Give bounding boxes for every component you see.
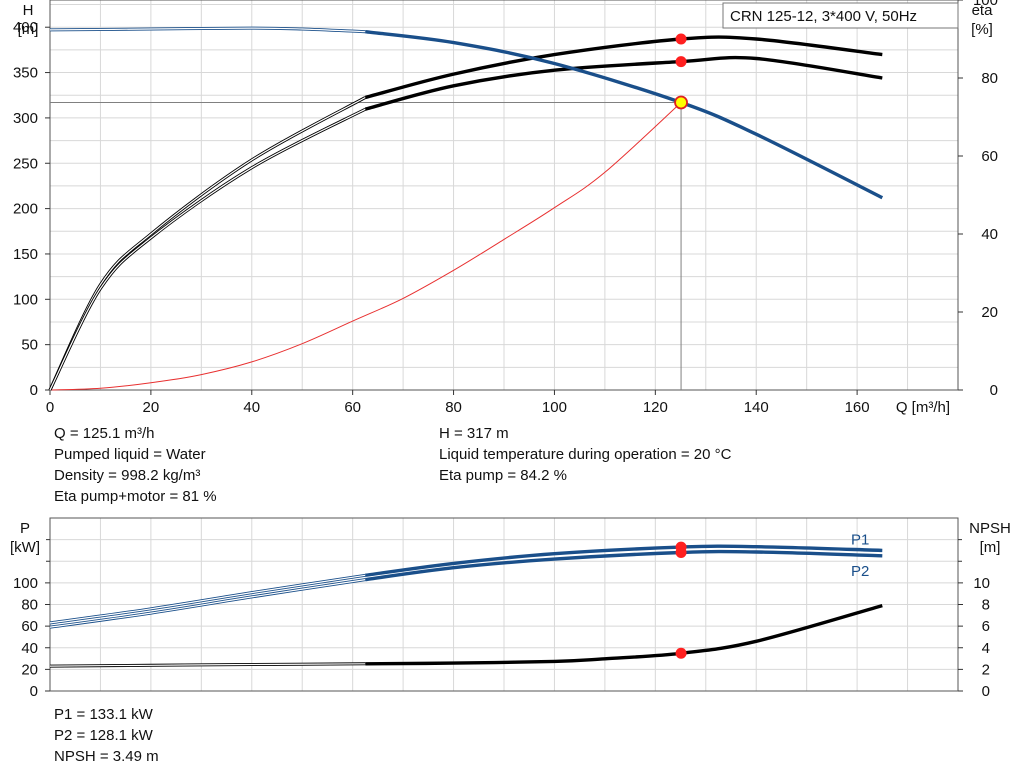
y-left-tick-label: 50 xyxy=(21,337,38,354)
p1-curve xyxy=(365,544,883,577)
x-tick-label: 20 xyxy=(143,399,160,416)
y-left-tick-label: 200 xyxy=(13,201,38,218)
eta-pump-op-marker xyxy=(675,56,687,68)
y-right-tick-label: 0 xyxy=(990,382,998,399)
p1-curve-outline-inner xyxy=(49,574,366,624)
p2-readout: P2 = 128.1 kW xyxy=(54,727,153,744)
info-top-left: Q = 125.1 m³/h Pumped liquid = Water Den… xyxy=(54,423,217,507)
p2-curve xyxy=(365,549,883,582)
eta-pump-motor-curve xyxy=(364,35,883,100)
eta-pump-readout: Eta pump = 84.2 % xyxy=(439,467,567,484)
y-left-tick-label: 40 xyxy=(21,640,38,657)
y-left-tick-label: 150 xyxy=(13,246,38,263)
y-right-tick-label: 60 xyxy=(981,148,998,165)
y-right-tick-label: 6 xyxy=(982,618,990,635)
y-right-tick-label: 8 xyxy=(982,597,990,614)
y-right-tick-label: 80 xyxy=(981,70,998,87)
pumped-liquid-readout: Pumped liquid = Water xyxy=(54,446,206,463)
y-left-tick-label: 100 xyxy=(13,575,38,592)
y-left-tick-label: 0 xyxy=(30,382,38,399)
x-tick-label: 140 xyxy=(744,399,769,416)
eta-pump-motor-op-marker xyxy=(675,33,687,45)
y-left-tick-label: 400 xyxy=(13,19,38,36)
eta-pump-motor-curve-outline xyxy=(48,96,367,391)
npsh-readout: NPSH = 3.49 m xyxy=(54,748,159,765)
info-top-right: H = 317 m Liquid temperature during oper… xyxy=(439,423,731,486)
top-plot-frame xyxy=(49,0,959,391)
head-readout: H = 317 m xyxy=(439,425,509,442)
y-right-axis-title: eta xyxy=(972,2,994,19)
flow-readout: Q = 125.1 m³/h xyxy=(54,425,155,442)
y-left-tick-label: 300 xyxy=(13,110,38,127)
p2-curve-outline-inner xyxy=(49,579,366,628)
npsh-curve xyxy=(365,603,883,666)
info-bottom: P1 = 133.1 kW P2 = 128.1 kW NPSH = 3.49 … xyxy=(54,704,159,767)
y-right-tick-label: 20 xyxy=(981,304,998,321)
eta-pump-motor-curve-outline-inner xyxy=(49,96,366,391)
y-right-axis-unit: [%] xyxy=(971,21,993,38)
chart-title-box xyxy=(722,2,959,29)
npsh-curve-outline-inner xyxy=(49,663,366,667)
x-tick-label: 100 xyxy=(542,399,567,416)
y-left-axis-unit: [m] xyxy=(18,21,39,38)
x-tick-label: 120 xyxy=(643,399,668,416)
y-left-tick-label: 0 xyxy=(30,683,38,700)
y-right-tick-label: 40 xyxy=(981,226,998,243)
x-tick-label: 160 xyxy=(845,399,870,416)
y-right-tick-label: 4 xyxy=(982,640,990,657)
eta-pump-curve-outline xyxy=(48,107,366,391)
y-left-axis-title: P xyxy=(20,520,30,537)
head-curve-outline-inner xyxy=(49,27,366,33)
y-right-tick-label: 100 xyxy=(973,0,998,9)
chart-title: CRN 125-12, 3*400 V, 50Hz xyxy=(730,8,917,25)
bottom-op-marker-2 xyxy=(675,546,687,558)
y-left-tick-label: 350 xyxy=(13,65,38,82)
y-left-axis-title: H xyxy=(23,2,34,19)
y-left-tick-label: 250 xyxy=(13,155,38,172)
y-right-tick-label: 10 xyxy=(973,575,990,592)
y-left-tick-label: 80 xyxy=(21,597,38,614)
bottom-op-marker-3 xyxy=(675,647,687,659)
y-right-tick-label: 2 xyxy=(982,661,990,678)
x-tick-label: 60 xyxy=(344,399,361,416)
eta-pump-motor-readout: Eta pump+motor = 81 % xyxy=(54,488,217,505)
x-tick-label: 40 xyxy=(243,399,260,416)
x-tick-label: 0 xyxy=(46,399,54,416)
y-right-axis-unit: [m] xyxy=(980,539,1001,556)
head-curve xyxy=(365,30,884,200)
x-tick-label: 80 xyxy=(445,399,462,416)
x-axis-label: Q [m³/h] xyxy=(896,399,950,416)
y-left-axis-unit: [kW] xyxy=(10,539,40,556)
eta-pump-curve xyxy=(364,55,883,111)
y-right-tick-label: 0 xyxy=(982,683,990,700)
y-left-tick-label: 20 xyxy=(21,661,38,678)
eta-pump-curve-outline-inner xyxy=(49,108,366,391)
y-right-axis-title: NPSH xyxy=(969,520,1011,537)
p1-series-label: P1 xyxy=(851,531,869,548)
density-readout: Density = 998.2 kg/m³ xyxy=(54,467,201,484)
y-left-tick-label: 60 xyxy=(21,618,38,635)
duty-point-marker xyxy=(674,95,688,110)
y-left-tick-label: 100 xyxy=(13,291,38,308)
p2-series-label: P2 xyxy=(851,563,869,580)
p1-readout: P1 = 133.1 kW xyxy=(54,706,153,723)
liquid-temperature-readout: Liquid temperature during operation = 20… xyxy=(439,446,732,463)
system-curve xyxy=(49,102,682,391)
